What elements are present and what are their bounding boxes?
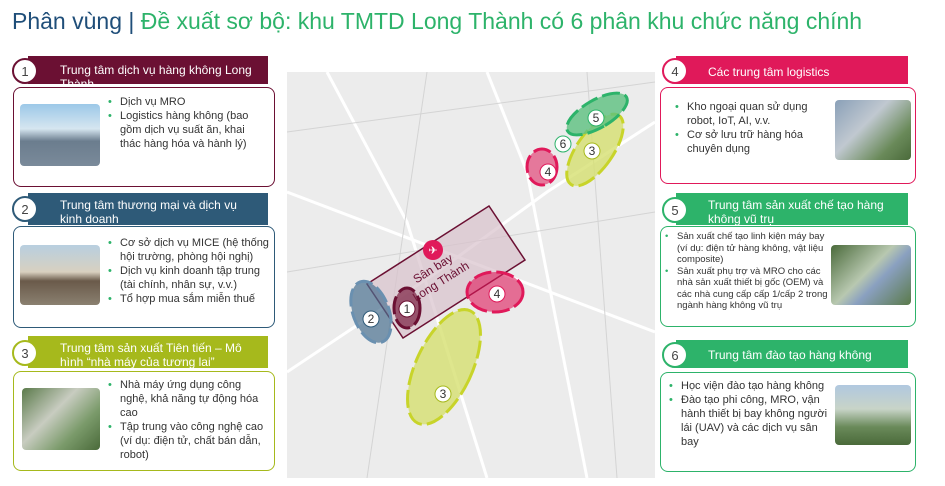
- map: ✈ Sân bay Long Thành 2 1 4 3 4 6 3 5: [286, 71, 656, 479]
- list-item: Cơ sở dịch vụ MICE (hệ thống hội trường,…: [108, 236, 270, 264]
- zone-number: 6: [662, 342, 688, 368]
- svg-text:5: 5: [593, 111, 600, 125]
- list-item: Đào tạo phi công, MRO, vận hành thiết bị…: [669, 393, 829, 449]
- list-item: Sản xuất chế tạo linh kiện máy bay (ví d…: [665, 231, 831, 266]
- list-item: Học viện đào tạo hàng không: [669, 379, 829, 393]
- zone-header: Trung tâm sản xuất Tiên tiến – Mô hình “…: [28, 336, 268, 369]
- list-item: Logistics hàng không (bao gồm dịch vụ su…: [108, 109, 268, 151]
- zone-number: 1: [12, 58, 38, 84]
- svg-text:6: 6: [560, 137, 567, 151]
- list-item: Tập trung vào công nghệ cao (ví dụ: điện…: [108, 420, 270, 462]
- list-item: Tổ hợp mua sắm miễn thuế: [108, 292, 270, 306]
- zone-number: 2: [12, 196, 38, 222]
- hangar-image: [20, 104, 100, 166]
- aerospace-image: [831, 245, 911, 305]
- zone-3-area: [406, 308, 482, 426]
- zone-header: Trung tâm thương mại và dịch vụ kinh doa…: [28, 193, 268, 226]
- svg-text:4: 4: [545, 165, 552, 179]
- zone-header: Các trung tâm logistics: [676, 56, 908, 84]
- page-title: Phân vùng | Đề xuất sơ bộ: khu TMTD Long…: [12, 8, 862, 35]
- mall-image: [20, 245, 100, 305]
- list-item: Sản xuất phụ trợ và MRO cho các nhà sản …: [665, 266, 831, 312]
- zone-body: Sản xuất chế tạo linh kiện máy bay (ví d…: [660, 226, 916, 327]
- zone-header: Trung tâm đào tạo hàng không: [676, 340, 908, 368]
- factory-image: [22, 388, 100, 450]
- svg-text:3: 3: [440, 387, 447, 401]
- title-prefix: Phân vùng |: [12, 8, 135, 34]
- svg-text:2: 2: [368, 312, 375, 326]
- warehouse-image: [835, 100, 911, 160]
- list-item: Cơ sở lưu trữ hàng hóa chuyên dụng: [675, 128, 825, 156]
- list-item: Dịch vụ kinh doanh tập trung (tài chính,…: [108, 264, 270, 292]
- zone-body: Cơ sở dịch vụ MICE (hệ thống hội trường,…: [13, 226, 275, 328]
- list-item: Dịch vụ MRO: [108, 95, 268, 109]
- svg-text:✈: ✈: [428, 245, 437, 257]
- svg-text:3: 3: [589, 144, 596, 158]
- training-image: [835, 385, 911, 445]
- zone-number: 4: [662, 58, 688, 84]
- list-item: Kho ngoại quan sử dụng robot, IoT, AI, v…: [675, 100, 825, 128]
- zone-body: Dịch vụ MROLogistics hàng không (bao gồm…: [13, 87, 275, 187]
- title-main: Đề xuất sơ bộ: khu TMTD Long Thành có 6 …: [140, 8, 863, 34]
- list-item: Nhà máy ứng dụng công nghệ, khả năng tự …: [108, 378, 270, 420]
- zone-number: 5: [662, 197, 688, 223]
- zone-number: 3: [12, 340, 38, 366]
- zone-header: Trung tâm sản xuất chế tạo hàng không vũ…: [676, 193, 908, 226]
- airplane-icon: [423, 240, 443, 260]
- zone-header: Trung tâm dịch vụ hàng không Long Thành: [28, 56, 268, 91]
- zone-body: Nhà máy ứng dụng công nghệ, khả năng tự …: [13, 371, 275, 471]
- zone-body: Kho ngoại quan sử dụng robot, IoT, AI, v…: [660, 87, 916, 184]
- svg-text:1: 1: [404, 302, 411, 316]
- svg-text:4: 4: [494, 287, 501, 301]
- zone-body: Học viện đào tạo hàng khôngĐào tạo phi c…: [660, 372, 916, 472]
